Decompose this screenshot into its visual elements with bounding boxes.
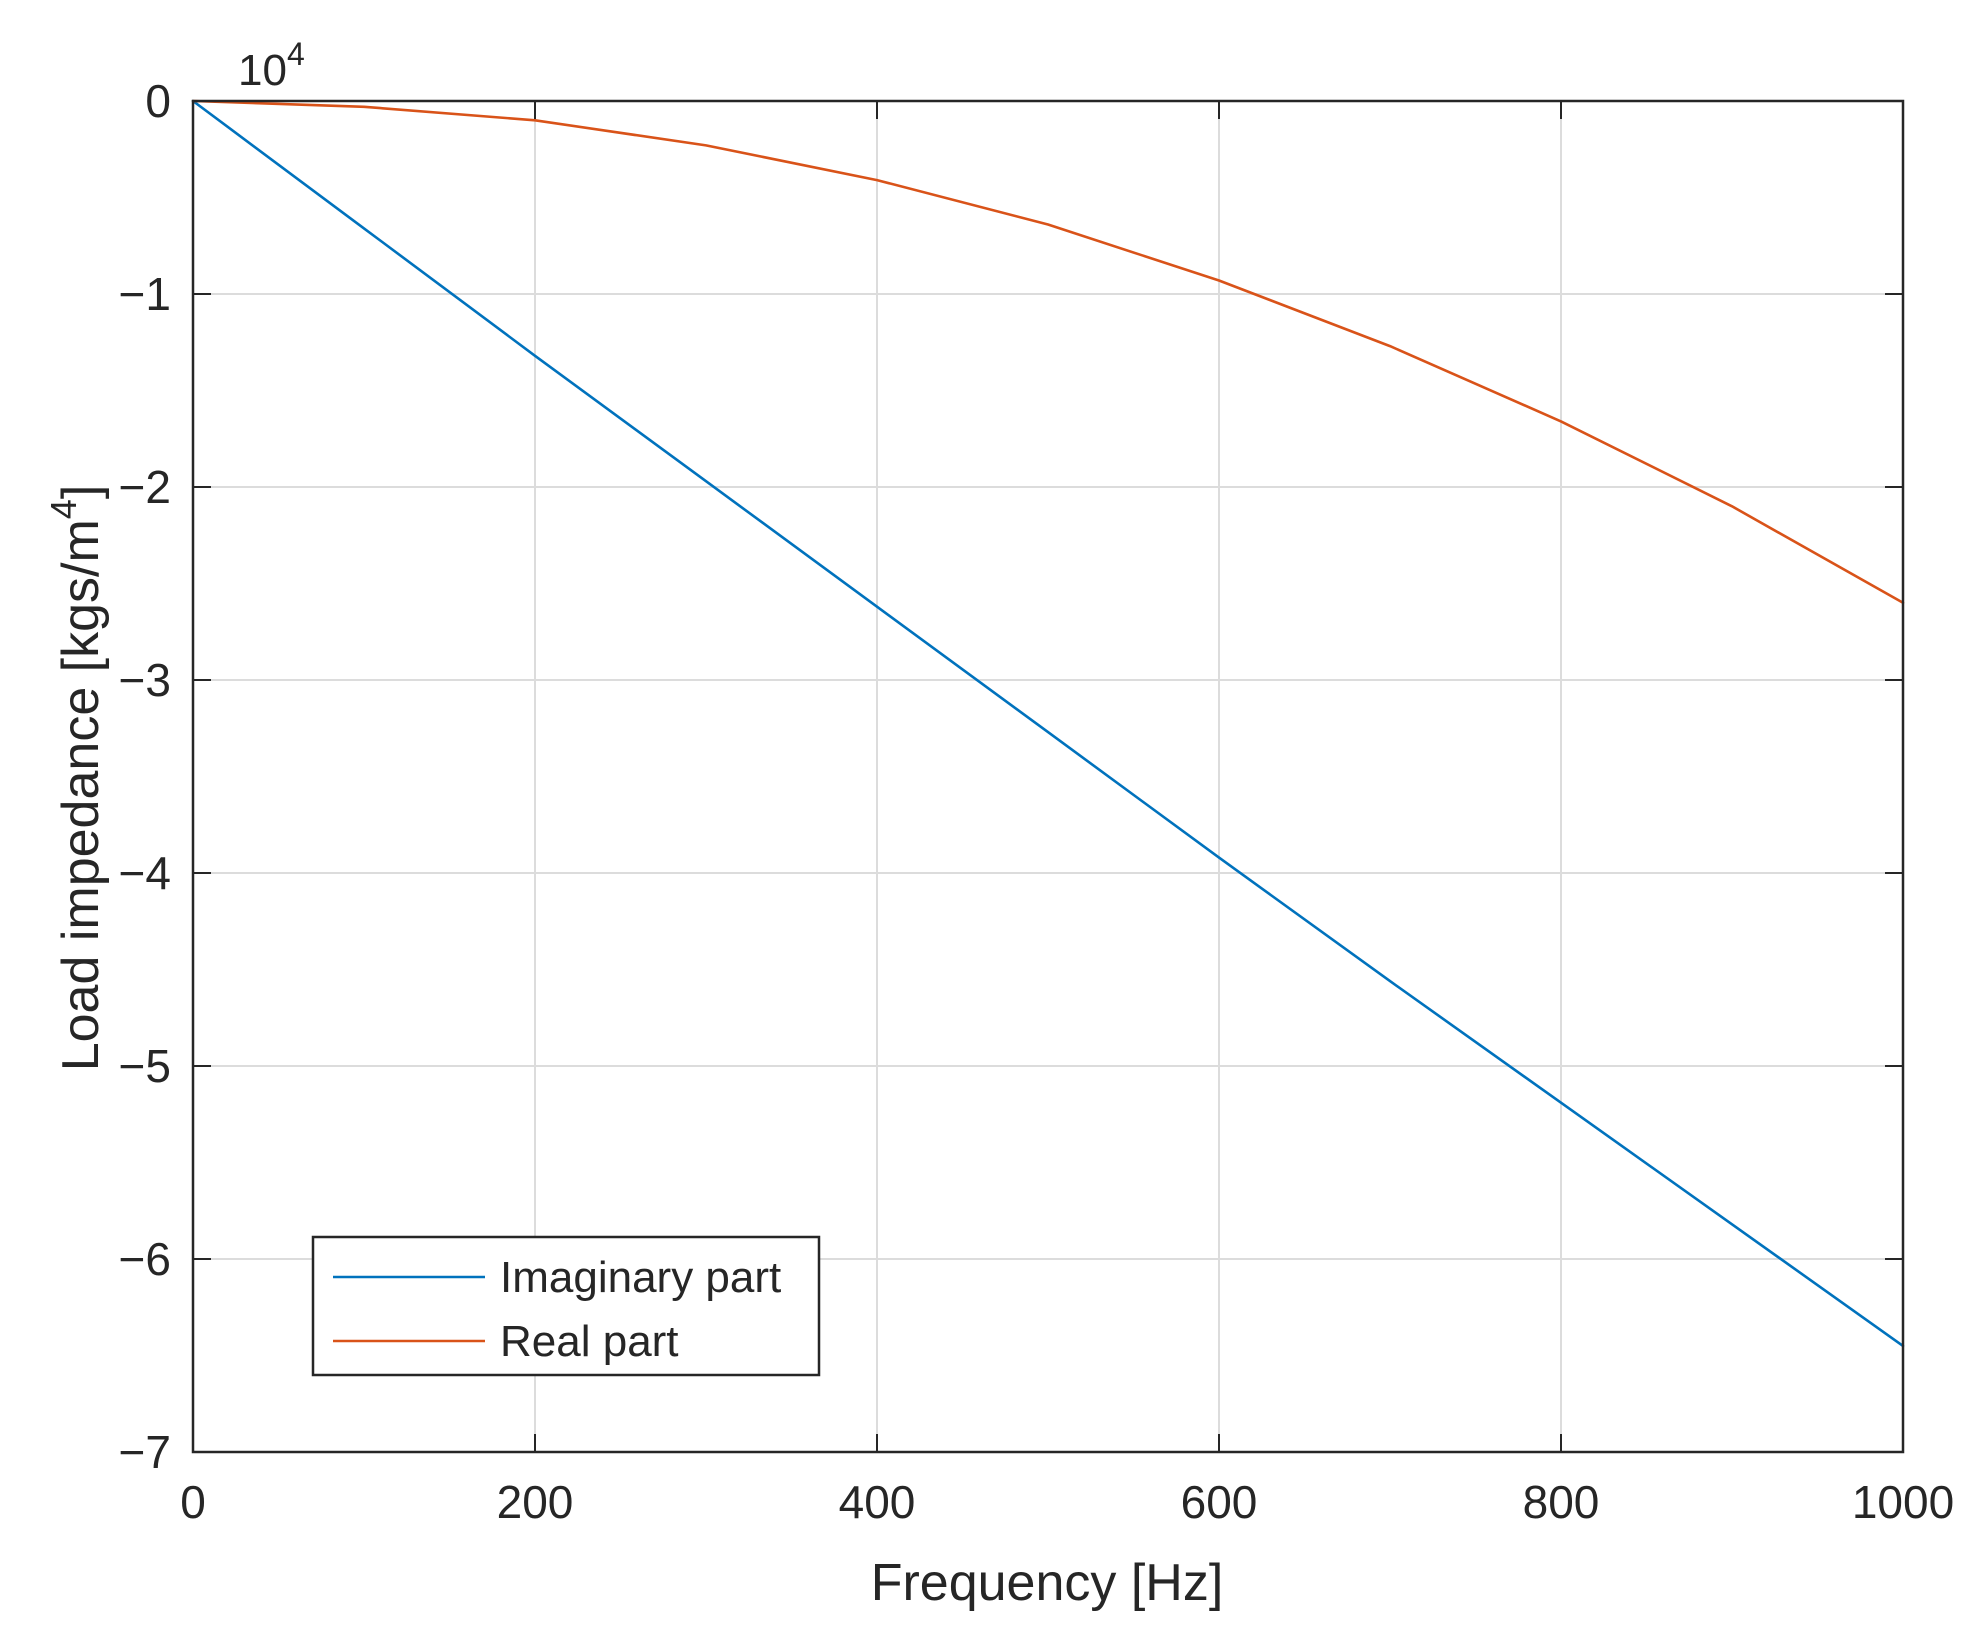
x-axis-title: Frequency [Hz] — [871, 1554, 1224, 1612]
y-tick-label: −3 — [119, 654, 171, 706]
x-tick-label: 0 — [180, 1476, 206, 1528]
legend-label: Real part — [500, 1317, 679, 1366]
y-tick-labels: 0 −1 −2 −3 −4 −5 −6 −7 — [119, 75, 171, 1478]
y-tick-label: −6 — [119, 1233, 171, 1285]
y-axis-title: Load impedance [kgs/m4] — [43, 485, 110, 1072]
x-tick-label: 400 — [839, 1476, 916, 1528]
legend-box — [311, 1235, 821, 1377]
x-tick-label: 200 — [497, 1476, 574, 1528]
y-tick-label: −5 — [119, 1040, 171, 1092]
x-tick-label: 600 — [1181, 1476, 1258, 1528]
axis-ticks — [192, 100, 1904, 1453]
x-tick-label: 1000 — [1852, 1476, 1954, 1528]
series-line-real-part — [191, 99, 1905, 605]
y-tick-label: −2 — [119, 461, 171, 513]
legend: Imaginary part Real part — [311, 1235, 821, 1377]
x-tick-labels: 0 200 400 600 800 1000 — [180, 1476, 1954, 1528]
plot-area-frame — [191, 99, 1905, 1454]
y-tick-label: 0 — [145, 75, 171, 127]
series-line-imaginary-part — [191, 99, 1905, 1348]
y-tick-label: −1 — [119, 268, 171, 320]
y-tick-label: −7 — [119, 1426, 171, 1478]
legend-label: Imaginary part — [500, 1253, 781, 1302]
series-lines — [191, 99, 1905, 1348]
y-tick-label: −4 — [119, 847, 171, 899]
y-axis-exponent: 104 — [238, 36, 305, 95]
x-tick-label: 800 — [1523, 1476, 1600, 1528]
